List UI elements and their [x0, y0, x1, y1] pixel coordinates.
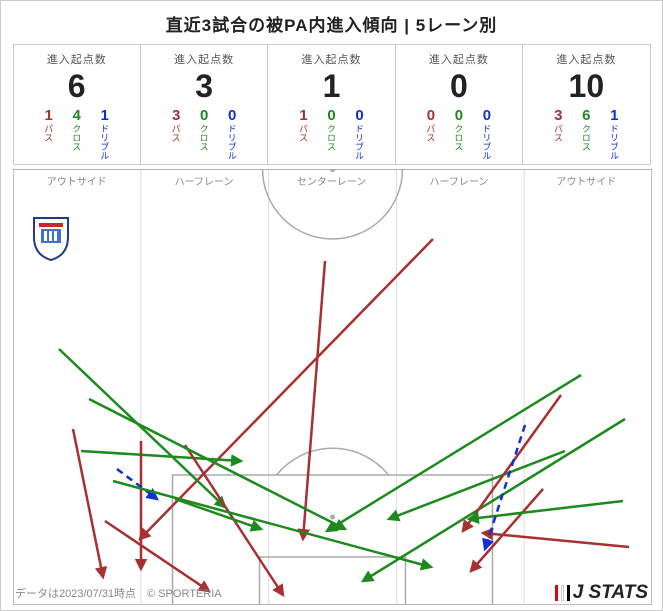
dribble-label: ドリブル: [353, 124, 366, 160]
dribble-num: 0: [483, 108, 491, 123]
lane-sub-row: 1パス 0クロス 0ドリブル: [270, 108, 392, 160]
lane-name-3: ハーフレーン: [395, 173, 522, 188]
lane-stat-3: 進入起点数 0 0パス 0クロス 0ドリブル: [395, 44, 523, 165]
footer: データは2023/07/31時点 © SPORTERIA J STATS: [1, 582, 662, 604]
jstats-text: J STATS: [573, 582, 648, 604]
badge-svg: [31, 215, 71, 261]
lane-stat-2: 進入起点数 1 1パス 0クロス 0ドリブル: [267, 44, 395, 165]
lane-sub-row: 3パス 0クロス 0ドリブル: [143, 108, 265, 160]
dribble-label: ドリブル: [98, 124, 111, 160]
pitch-svg: [13, 169, 652, 605]
pass-label: パス: [170, 124, 183, 142]
jstats-logo: J STATS: [555, 582, 648, 604]
pass-label: パス: [424, 124, 437, 142]
lane-sub-row: 3パス 6クロス 1ドリブル: [525, 108, 647, 160]
pass-label: パス: [552, 124, 565, 142]
lane-stat-4: 進入起点数 10 3パス 6クロス 1ドリブル: [522, 44, 650, 165]
cross-label: クロス: [580, 124, 593, 151]
root-container: 直近3試合の被PA内進入傾向 | 5レーン別 進入起点数 6 1パス 4クロス …: [0, 0, 663, 611]
dribble-num: 1: [101, 108, 109, 123]
lane-sub-row: 1パス 4クロス 1ドリブル: [16, 108, 138, 160]
lane-name-0: アウトサイド: [13, 173, 140, 188]
cross-num: 0: [200, 108, 208, 123]
pitch-wrap: アウトサイドハーフレーンセンターレーンハーフレーンアウトサイド: [13, 169, 650, 605]
cross-label: クロス: [325, 124, 338, 151]
dribble-label: ドリブル: [480, 124, 493, 160]
pass-num: 1: [299, 108, 307, 123]
lane-stat-total: 0: [398, 69, 520, 104]
lane-stat-total: 1: [270, 69, 392, 104]
pass-num: 0: [427, 108, 435, 123]
pass-num: 1: [45, 108, 53, 123]
pass-label: パス: [42, 124, 55, 142]
footer-credit: データは2023/07/31時点 © SPORTERIA: [15, 585, 222, 601]
lane-name-1: ハーフレーン: [140, 173, 267, 188]
pass-num: 3: [172, 108, 180, 123]
lane-stat-label: 進入起点数: [525, 51, 647, 67]
team-badge: [31, 215, 71, 261]
cross-label: クロス: [452, 124, 465, 151]
dribble-label: ドリブル: [226, 124, 239, 160]
dribble-num: 1: [610, 108, 618, 123]
jbar: [567, 585, 570, 601]
chart-title: 直近3試合の被PA内進入傾向 | 5レーン別: [1, 1, 662, 44]
lane-sub-row: 0パス 0クロス 0ドリブル: [398, 108, 520, 160]
jbar: [561, 585, 564, 601]
lane-stat-label: 進入起点数: [16, 51, 138, 67]
lane-stat-total: 3: [143, 69, 265, 104]
jbar: [555, 585, 558, 601]
pass-label: パス: [297, 124, 310, 142]
lane-stat-label: 進入起点数: [270, 51, 392, 67]
cross-num: 0: [327, 108, 335, 123]
lane-stat-total: 10: [525, 69, 647, 104]
lane-stat-0: 進入起点数 6 1パス 4クロス 1ドリブル: [13, 44, 141, 165]
cross-num: 0: [455, 108, 463, 123]
lane-name-4: アウトサイド: [523, 173, 650, 188]
lane-stat-1: 進入起点数 3 3パス 0クロス 0ドリブル: [140, 44, 268, 165]
lane-stats-row: 進入起点数 6 1パス 4クロス 1ドリブル 進入起点数 3 3パス 0クロス …: [1, 44, 662, 165]
cross-num: 6: [582, 108, 590, 123]
lane-stat-label: 進入起点数: [143, 51, 265, 67]
lane-names-row: アウトサイドハーフレーンセンターレーンハーフレーンアウトサイド: [13, 173, 650, 188]
dribble-num: 0: [228, 108, 236, 123]
lane-stat-label: 進入起点数: [398, 51, 520, 67]
cross-label: クロス: [70, 124, 83, 151]
cross-label: クロス: [198, 124, 211, 151]
pass-num: 3: [554, 108, 562, 123]
dribble-label: ドリブル: [608, 124, 621, 160]
lane-name-2: センターレーン: [268, 173, 395, 188]
dribble-num: 0: [355, 108, 363, 123]
cross-num: 4: [73, 108, 81, 123]
lane-stat-total: 6: [16, 69, 138, 104]
